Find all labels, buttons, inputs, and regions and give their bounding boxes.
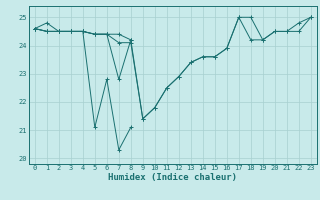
X-axis label: Humidex (Indice chaleur): Humidex (Indice chaleur) (108, 173, 237, 182)
